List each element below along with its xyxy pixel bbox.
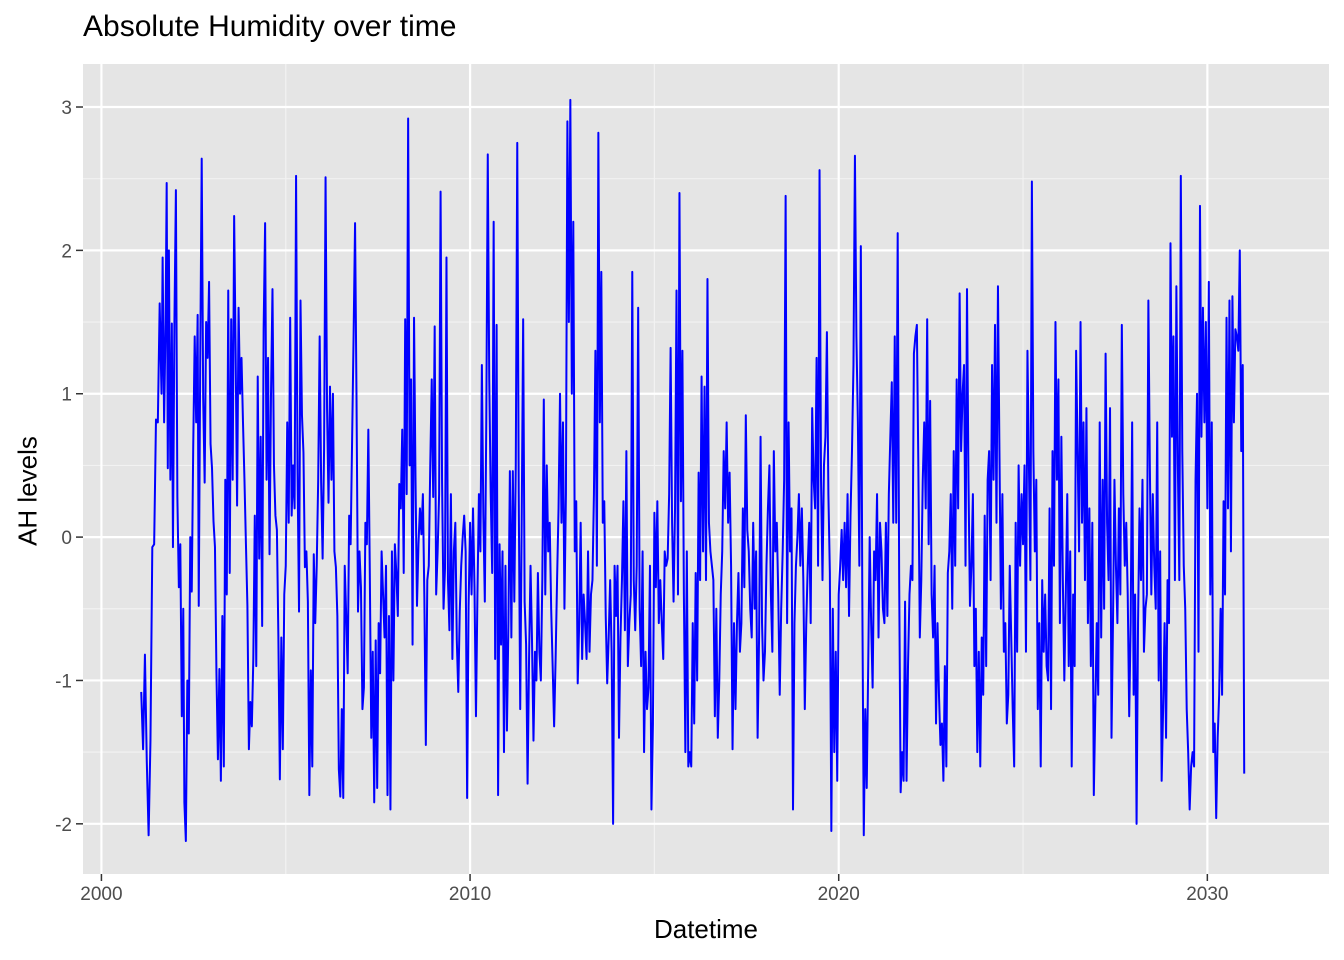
y-tick-label: -2 <box>55 815 72 836</box>
y-tick-label: 2 <box>61 241 72 262</box>
series-line <box>140 98 1246 843</box>
y-tick-label: 1 <box>61 385 72 406</box>
y-axis-title: AH levels <box>12 436 43 546</box>
x-tick-label: 2030 <box>1186 884 1228 905</box>
series-layer <box>140 98 1246 843</box>
chart-title: Absolute Humidity over time <box>83 10 457 43</box>
x-tick-label: 2020 <box>818 884 860 905</box>
x-axis: 2000 2010 2020 2030 <box>80 874 1228 905</box>
x-tick-label: 2010 <box>449 884 491 905</box>
y-axis-title-wrap: AH levels <box>8 436 48 546</box>
y-tick-label: 3 <box>61 98 72 119</box>
y-axis: -2 -1 0 1 2 3 <box>55 98 83 836</box>
x-tick-label: 2000 <box>80 884 122 905</box>
x-axis-title: Datetime <box>653 914 759 944</box>
y-tick-label: 0 <box>61 528 72 549</box>
y-tick-label: -1 <box>55 671 72 692</box>
